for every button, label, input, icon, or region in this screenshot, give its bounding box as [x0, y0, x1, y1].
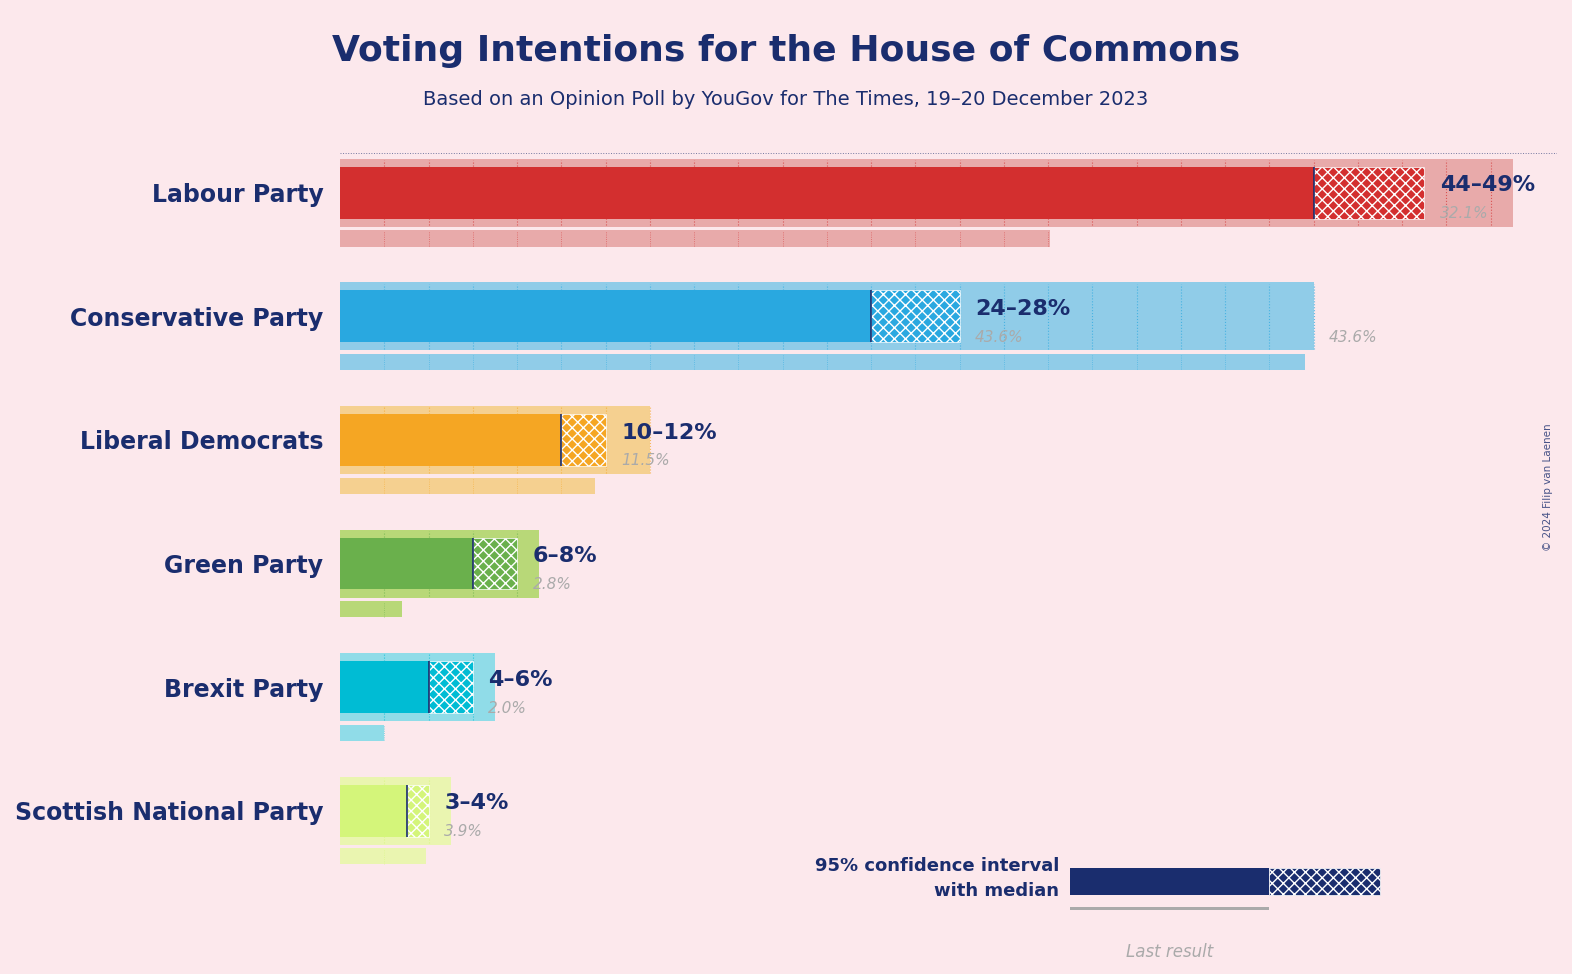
Bar [340, 477, 594, 494]
Bar [340, 785, 407, 837]
Bar [1071, 907, 1269, 924]
Text: 10–12%: 10–12% [621, 423, 717, 442]
Bar [340, 661, 429, 713]
Text: 43.6%: 43.6% [975, 330, 1023, 345]
Bar [340, 776, 451, 844]
Text: 2.0%: 2.0% [489, 700, 527, 716]
Bar [340, 282, 1314, 351]
Bar [340, 231, 1050, 246]
Bar [340, 159, 1512, 227]
Text: 3–4%: 3–4% [445, 793, 508, 813]
Bar [340, 406, 649, 474]
Bar [340, 530, 539, 597]
Bar [340, 354, 1305, 370]
Text: 2.8%: 2.8% [533, 577, 572, 592]
Text: Voting Intentions for the House of Commons: Voting Intentions for the House of Commo… [332, 34, 1240, 68]
Text: 3.9%: 3.9% [445, 824, 483, 840]
Bar [340, 654, 495, 721]
Bar [340, 290, 871, 342]
Text: 6–8%: 6–8% [533, 546, 597, 566]
Text: 24–28%: 24–28% [975, 299, 1071, 318]
Text: Based on an Opinion Poll by YouGov for The Times, 19–20 December 2023: Based on an Opinion Poll by YouGov for T… [423, 90, 1149, 109]
Bar [871, 290, 959, 342]
Text: 11.5%: 11.5% [621, 454, 670, 468]
Bar [429, 661, 473, 713]
Bar [340, 725, 385, 741]
Text: Last result: Last result [1126, 943, 1214, 961]
Text: 95% confidence interval
with median: 95% confidence interval with median [814, 857, 1060, 900]
Bar [561, 414, 605, 466]
Text: 44–49%: 44–49% [1440, 175, 1534, 196]
Bar [407, 785, 429, 837]
Bar [340, 601, 402, 618]
Bar [1269, 868, 1380, 895]
Text: 4–6%: 4–6% [489, 670, 553, 690]
Text: 43.6%: 43.6% [1328, 330, 1377, 345]
Bar [340, 414, 561, 466]
Bar [340, 848, 426, 865]
Bar [340, 167, 1314, 219]
Bar [340, 538, 473, 589]
Text: 32.1%: 32.1% [1440, 206, 1489, 221]
Bar [1071, 868, 1269, 895]
Bar [1314, 167, 1424, 219]
Bar [473, 538, 517, 589]
Text: © 2024 Filip van Laenen: © 2024 Filip van Laenen [1544, 423, 1553, 551]
